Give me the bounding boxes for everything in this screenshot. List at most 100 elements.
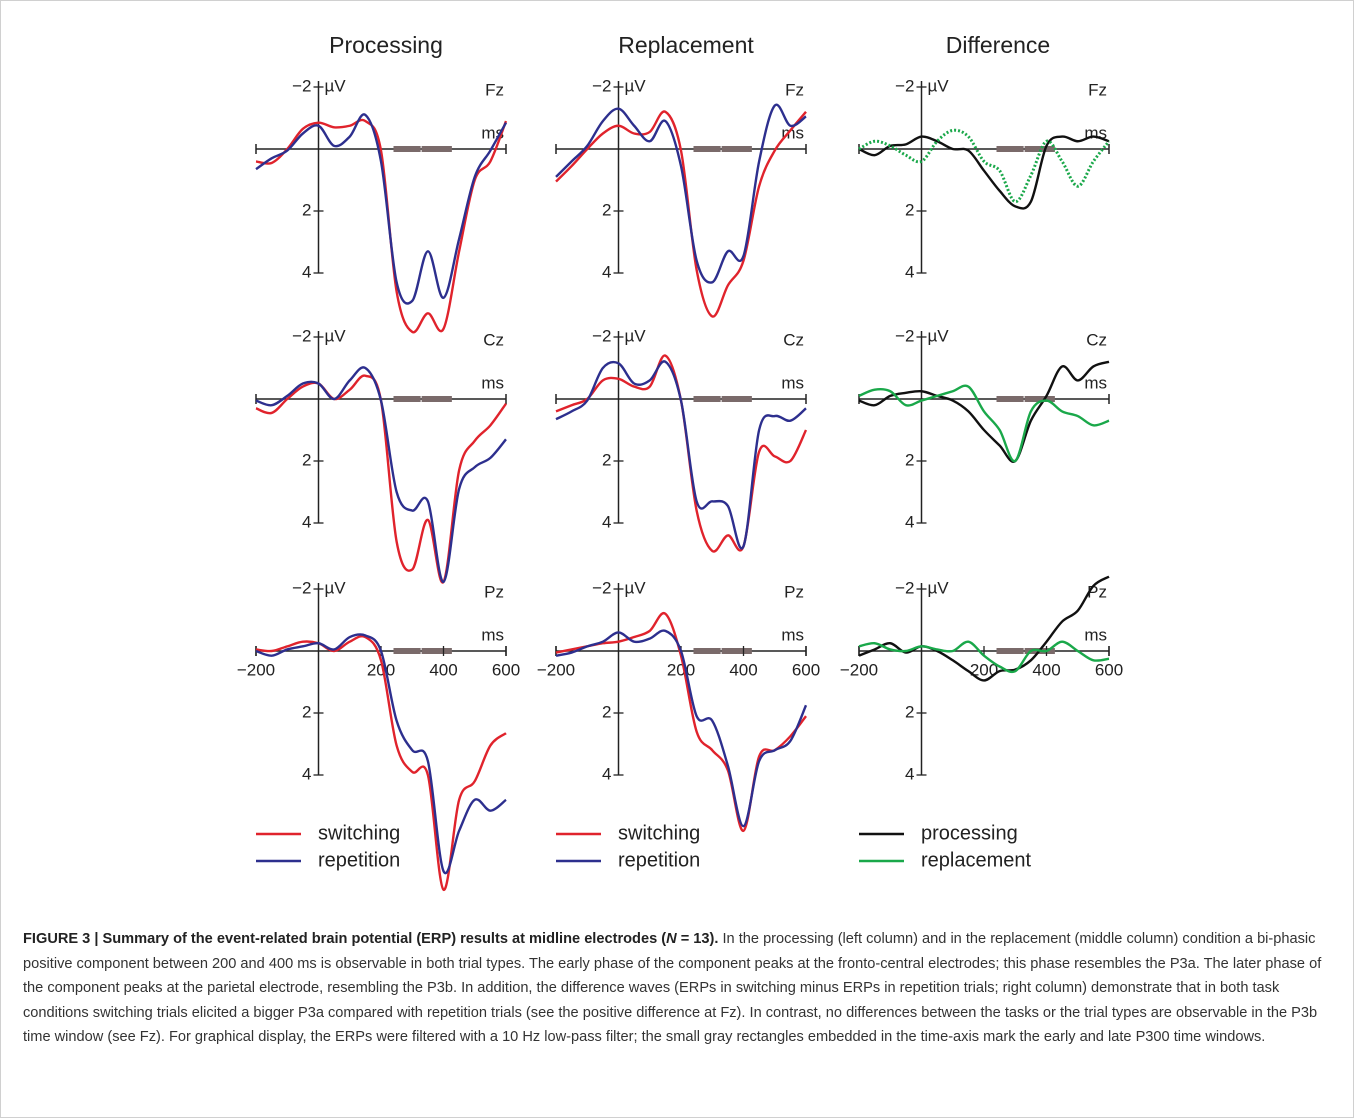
column-title: Replacement bbox=[618, 32, 754, 58]
legend-label: switching bbox=[318, 822, 400, 844]
y-tick-label: −2 bbox=[292, 326, 311, 345]
time-window bbox=[1024, 146, 1055, 152]
erp-line bbox=[555, 110, 807, 318]
caption-text: In the processing (left column) and in t… bbox=[23, 931, 1322, 1045]
x-axis-label: ms bbox=[1084, 625, 1107, 644]
legend-label: switching bbox=[618, 822, 700, 844]
legend-label: processing bbox=[921, 822, 1018, 844]
y-tick-label: 4 bbox=[602, 262, 611, 281]
y-axis-label: µV bbox=[625, 76, 647, 95]
erp-line bbox=[255, 374, 507, 584]
caption: FIGURE 3 | Summary of the event-related … bbox=[23, 927, 1335, 1050]
electrode-label: Cz bbox=[783, 330, 804, 349]
figure-panels: Processing Replacement Difference −2 2 4 µV… bbox=[237, 32, 1123, 891]
time-window bbox=[721, 146, 752, 152]
x-axis-label: ms bbox=[781, 373, 804, 392]
erp-line bbox=[255, 366, 507, 584]
erp-line bbox=[255, 118, 508, 334]
x-tick-label: 400 bbox=[429, 660, 457, 679]
caption-lead: FIGURE 3 | Summary of the event-related … bbox=[23, 931, 667, 947]
x-axis-label: ms bbox=[481, 373, 504, 392]
erp-line bbox=[858, 384, 1110, 463]
erp-line bbox=[255, 113, 508, 305]
x-axis-label: ms bbox=[1084, 373, 1107, 392]
y-tick-label: −2 bbox=[292, 578, 311, 597]
electrode-label: Fz bbox=[1088, 80, 1107, 99]
y-tick-label: 4 bbox=[905, 512, 914, 531]
time-window bbox=[996, 396, 1024, 402]
y-tick-label: 4 bbox=[302, 262, 311, 281]
time-window bbox=[421, 396, 452, 402]
y-tick-label: −2 bbox=[895, 76, 914, 95]
time-window bbox=[996, 146, 1024, 152]
y-tick-label: 2 bbox=[302, 200, 311, 219]
time-window bbox=[721, 396, 752, 402]
y-tick-label: 2 bbox=[302, 702, 311, 721]
y-axis-label: µV bbox=[928, 326, 950, 345]
y-tick-label: 4 bbox=[302, 764, 311, 783]
electrode-label: Cz bbox=[483, 330, 504, 349]
y-tick-label: −2 bbox=[292, 76, 311, 95]
x-tick-label: 600 bbox=[792, 660, 820, 679]
time-window bbox=[393, 648, 421, 654]
y-axis-label: µV bbox=[625, 578, 647, 597]
y-tick-label: 2 bbox=[905, 450, 914, 469]
y-tick-label: 2 bbox=[905, 702, 914, 721]
x-tick-label: 600 bbox=[492, 660, 520, 679]
time-window bbox=[996, 648, 1024, 654]
legend-label: repetition bbox=[618, 849, 700, 871]
time-window bbox=[693, 146, 721, 152]
y-axis-label: µV bbox=[928, 578, 950, 597]
column-title: Difference bbox=[946, 32, 1050, 58]
y-axis-label: µV bbox=[325, 578, 347, 597]
y-tick-label: −2 bbox=[592, 76, 611, 95]
erp-line bbox=[255, 633, 507, 875]
erp-line bbox=[555, 360, 807, 550]
y-tick-label: −2 bbox=[592, 578, 611, 597]
y-tick-label: 2 bbox=[302, 450, 311, 469]
time-window bbox=[693, 648, 721, 654]
legend-label: replacement bbox=[921, 849, 1032, 871]
erp-line bbox=[555, 103, 807, 284]
x-axis-label: ms bbox=[781, 625, 804, 644]
y-tick-label: 4 bbox=[302, 512, 311, 531]
y-tick-label: 4 bbox=[602, 764, 611, 783]
y-tick-label: 2 bbox=[905, 200, 914, 219]
electrode-label: Fz bbox=[785, 80, 804, 99]
time-window bbox=[393, 146, 421, 152]
x-tick-label: −200 bbox=[237, 660, 275, 679]
y-axis-label: µV bbox=[325, 326, 347, 345]
time-window bbox=[721, 648, 752, 654]
electrode-label: Pz bbox=[484, 582, 504, 601]
electrode-label: Fz bbox=[485, 80, 504, 99]
erp-line bbox=[858, 128, 1111, 204]
time-window bbox=[421, 648, 452, 654]
caption-lead-end: = 13). bbox=[676, 931, 719, 947]
x-tick-label: 200 bbox=[367, 660, 395, 679]
y-tick-label: 4 bbox=[905, 262, 914, 281]
legend-label: repetition bbox=[318, 849, 400, 871]
y-tick-label: −2 bbox=[592, 326, 611, 345]
electrode-label: Pz bbox=[784, 582, 804, 601]
erp-line bbox=[555, 629, 808, 828]
y-tick-label: 2 bbox=[602, 200, 611, 219]
x-tick-label: 400 bbox=[1032, 660, 1060, 679]
x-axis-label: ms bbox=[781, 123, 804, 142]
time-window bbox=[693, 396, 721, 402]
y-tick-label: 4 bbox=[905, 764, 914, 783]
x-tick-label: 400 bbox=[729, 660, 757, 679]
erp-line bbox=[858, 135, 1110, 210]
electrode-label: Cz bbox=[1086, 330, 1107, 349]
y-tick-label: 2 bbox=[602, 450, 611, 469]
time-window bbox=[1024, 396, 1055, 402]
x-tick-label: −200 bbox=[537, 660, 575, 679]
x-tick-label: 600 bbox=[1095, 660, 1123, 679]
y-tick-label: −2 bbox=[895, 578, 914, 597]
column-title: Processing bbox=[329, 32, 443, 58]
y-tick-label: 4 bbox=[602, 512, 611, 531]
x-axis-label: ms bbox=[481, 625, 504, 644]
erp-line bbox=[858, 360, 1110, 463]
y-tick-label: −2 bbox=[895, 326, 914, 345]
x-tick-label: −200 bbox=[840, 660, 878, 679]
